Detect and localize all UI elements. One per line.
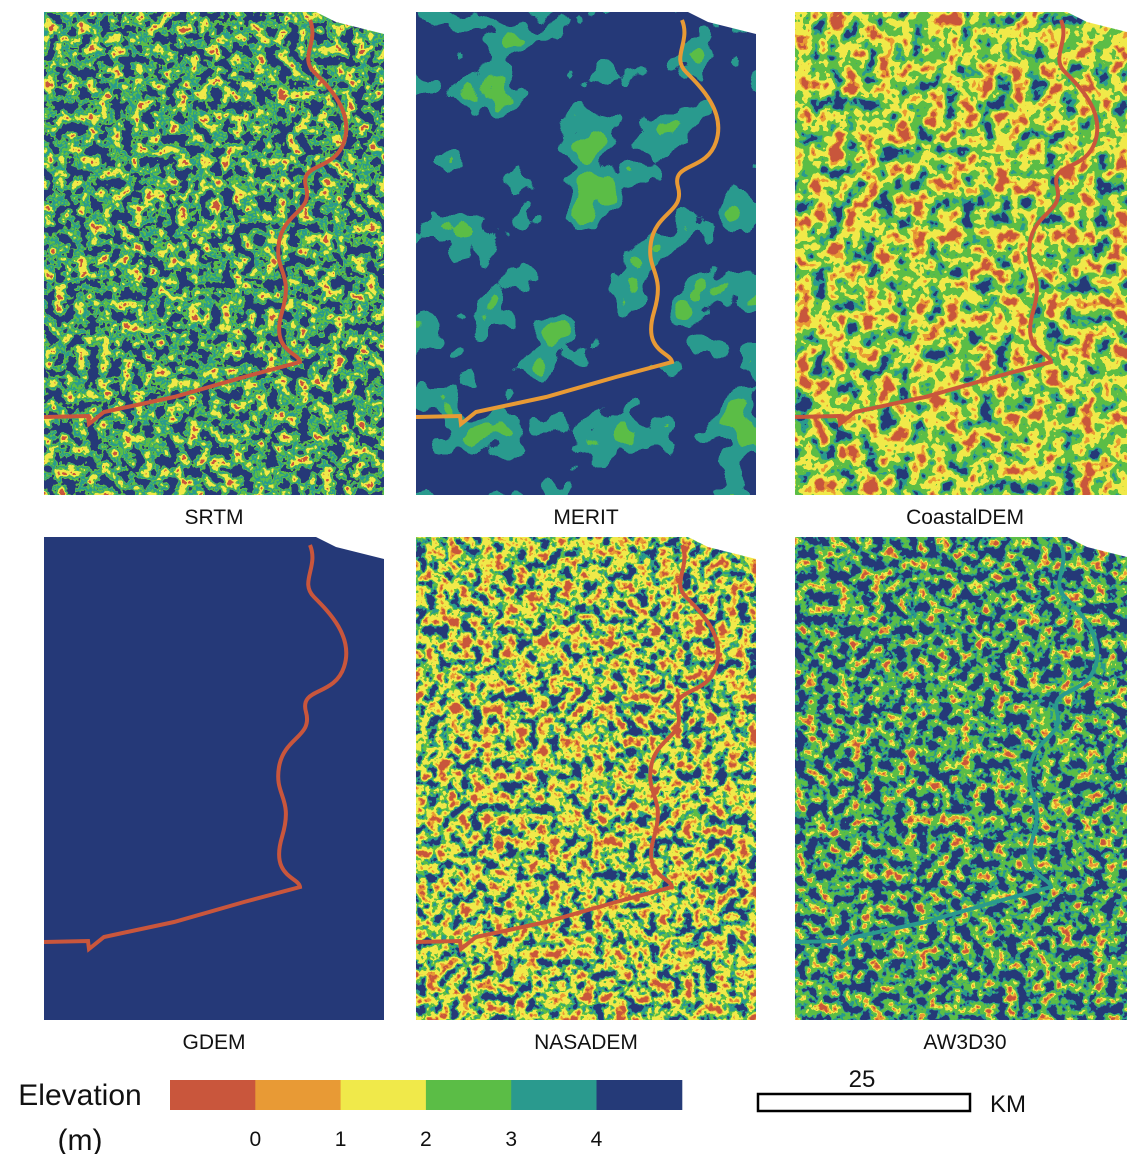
panel-label: SRTM xyxy=(184,506,243,529)
map-panel xyxy=(416,12,756,495)
map-panel xyxy=(416,537,756,1020)
elevation-raster xyxy=(416,12,756,495)
legend-title: Elevation xyxy=(18,1079,141,1112)
legend-tick-label: 3 xyxy=(505,1128,517,1151)
panel-label: AW3D30 xyxy=(923,1031,1006,1054)
elevation-raster xyxy=(416,537,756,1020)
map-panel xyxy=(795,12,1127,495)
legend-tick-label: 4 xyxy=(591,1128,603,1151)
legend-swatch xyxy=(255,1080,341,1110)
panel-label: GDEM xyxy=(183,1031,246,1054)
figure: SRTM MERIT CoastalDEM GDEM NASADEM AW3D30 Elev… xyxy=(0,0,1127,1154)
elevation-raster xyxy=(44,537,384,1020)
legend-tick-label: 0 xyxy=(249,1128,261,1151)
legend-tick-label: 1 xyxy=(335,1128,347,1151)
page: SRTM MERIT CoastalDEM GDEM NASADEM AW3D30 Elev… xyxy=(0,0,1127,1159)
scale-bar xyxy=(758,1094,970,1111)
elevation-raster xyxy=(44,12,384,495)
legend-swatch xyxy=(511,1080,597,1110)
legend-swatch xyxy=(341,1080,427,1110)
panel-label: MERIT xyxy=(553,506,619,529)
scale-value: 25 xyxy=(849,1066,876,1093)
legend-swatch xyxy=(597,1080,683,1110)
panel-label: CoastalDEM xyxy=(906,506,1024,529)
legend-swatch xyxy=(170,1080,256,1110)
map-panel xyxy=(44,12,384,495)
legend-tick-label: 2 xyxy=(420,1128,432,1151)
map-panel xyxy=(795,537,1127,1020)
legend-swatch xyxy=(426,1080,512,1110)
scale-unit: KM xyxy=(990,1091,1026,1118)
legend-unit: (m) xyxy=(58,1124,103,1154)
panel-label: NASADEM xyxy=(534,1031,638,1054)
map-panel xyxy=(44,537,384,1020)
